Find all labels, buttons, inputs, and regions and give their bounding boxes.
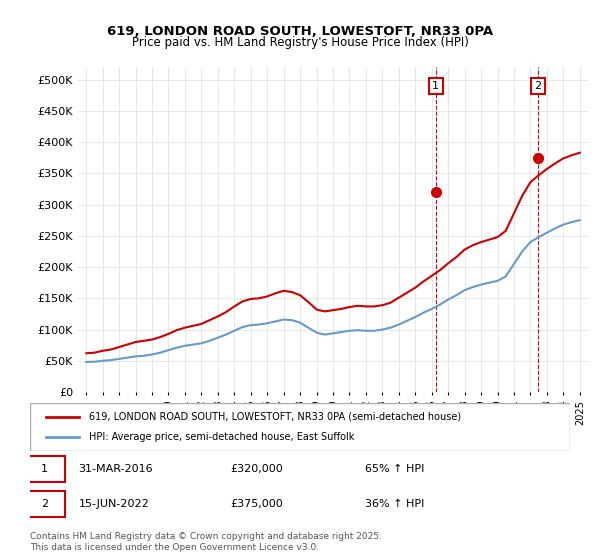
FancyBboxPatch shape xyxy=(25,492,65,517)
Text: 1: 1 xyxy=(433,81,439,91)
FancyBboxPatch shape xyxy=(25,456,65,482)
Text: HPI: Average price, semi-detached house, East Suffolk: HPI: Average price, semi-detached house,… xyxy=(89,432,355,442)
Text: 31-MAR-2016: 31-MAR-2016 xyxy=(79,464,153,474)
Text: 2: 2 xyxy=(535,81,542,91)
Text: Price paid vs. HM Land Registry's House Price Index (HPI): Price paid vs. HM Land Registry's House … xyxy=(131,36,469,49)
Text: 619, LONDON ROAD SOUTH, LOWESTOFT, NR33 0PA (semi-detached house): 619, LONDON ROAD SOUTH, LOWESTOFT, NR33 … xyxy=(89,412,461,422)
Text: 1: 1 xyxy=(41,464,48,474)
Text: Contains HM Land Registry data © Crown copyright and database right 2025.
This d: Contains HM Land Registry data © Crown c… xyxy=(30,532,382,552)
FancyBboxPatch shape xyxy=(30,403,570,451)
Text: 619, LONDON ROAD SOUTH, LOWESTOFT, NR33 0PA: 619, LONDON ROAD SOUTH, LOWESTOFT, NR33 … xyxy=(107,25,493,38)
Text: 2: 2 xyxy=(41,500,48,510)
Text: £375,000: £375,000 xyxy=(230,500,283,510)
Text: 15-JUN-2022: 15-JUN-2022 xyxy=(79,500,149,510)
Text: 36% ↑ HPI: 36% ↑ HPI xyxy=(365,500,424,510)
Text: £320,000: £320,000 xyxy=(230,464,283,474)
Text: 65% ↑ HPI: 65% ↑ HPI xyxy=(365,464,424,474)
